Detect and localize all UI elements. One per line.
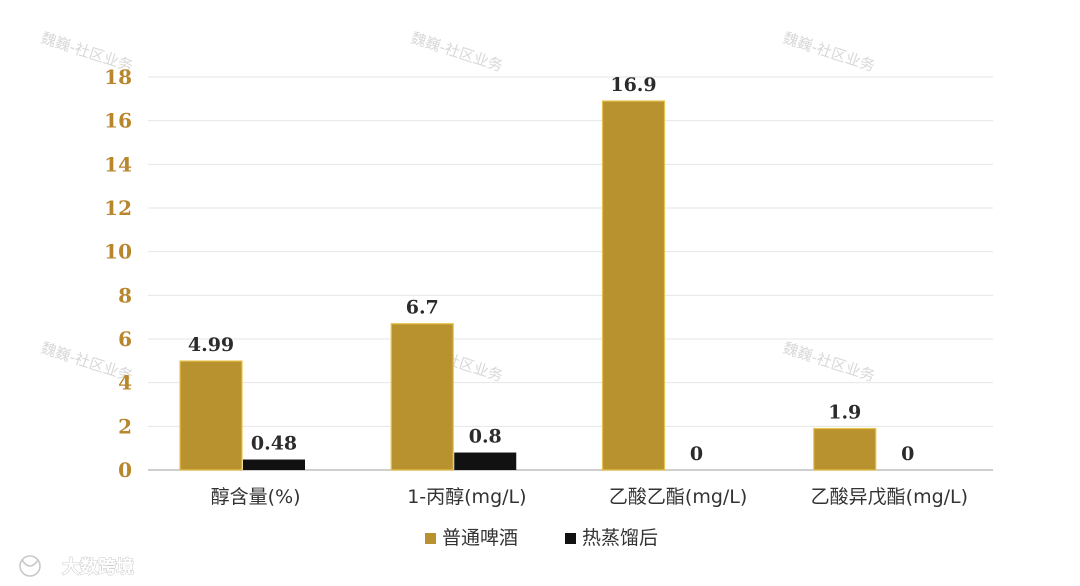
gridlines (148, 76, 993, 471)
brand-logo: 大数跨境 (19, 555, 134, 578)
watermark-text: 魏巍-社区业务 (781, 29, 877, 76)
bar-after-distillation (454, 452, 517, 470)
watermark-text: 魏巍-社区业务 (409, 29, 505, 76)
bar-after-distillation (243, 459, 305, 470)
data-label: 0 (901, 443, 914, 465)
legend-swatch-regular-beer (425, 533, 436, 544)
brand-logo-icon (19, 555, 41, 577)
data-label: 6.7 (406, 297, 439, 319)
bar-regular-beer (601, 100, 666, 471)
x-category-label: 乙酸乙酯(mg/L) (609, 486, 747, 508)
y-tick-label: 6 (118, 327, 132, 351)
x-category-label: 醇含量(%) (211, 486, 301, 508)
y-tick-label: 10 (104, 240, 132, 264)
legend-label: 普通啤酒 (442, 527, 518, 549)
y-tick-label: 0 (118, 458, 132, 482)
bars (179, 100, 877, 471)
data-label: 0 (690, 443, 703, 465)
y-tick-label: 4 (118, 371, 132, 395)
data-labels: 4.99 0.48 6.7 0.8 16.9 0 1.9 0 (188, 74, 915, 465)
brand-logo-mark (21, 559, 39, 567)
y-tick-label: 16 (104, 109, 132, 133)
bar-regular-beer (179, 360, 243, 471)
data-label: 0.48 (251, 433, 297, 455)
data-label: 16.9 (610, 74, 656, 96)
x-category-label: 1-丙醇(mg/L) (407, 486, 526, 508)
legend-swatch-after-distillation (565, 533, 576, 544)
watermark-text: 魏巍-社区业务 (781, 339, 877, 386)
x-axis-categories: 醇含量(%) 1-丙醇(mg/L) 乙酸乙酯(mg/L) 乙酸异戊酯(mg/L) (211, 486, 968, 508)
legend: 普通啤酒 热蒸馏后 (425, 527, 658, 549)
y-axis-ticks: 0 2 4 6 8 10 12 14 16 18 (104, 65, 132, 482)
data-label: 0.8 (469, 426, 502, 448)
brand-text: 大数跨境 (62, 556, 134, 578)
y-tick-label: 8 (118, 283, 132, 307)
bar-regular-beer (390, 323, 454, 471)
y-tick-label: 14 (104, 152, 132, 176)
bar-regular-beer (813, 427, 877, 471)
legend-label: 热蒸馏后 (582, 527, 658, 549)
x-category-label: 乙酸异戊酯(mg/L) (811, 486, 968, 508)
data-label: 1.9 (828, 402, 861, 424)
y-tick-label: 12 (104, 196, 132, 220)
data-label: 4.99 (188, 334, 234, 356)
y-tick-label: 2 (118, 414, 132, 438)
y-tick-label: 18 (104, 65, 132, 89)
